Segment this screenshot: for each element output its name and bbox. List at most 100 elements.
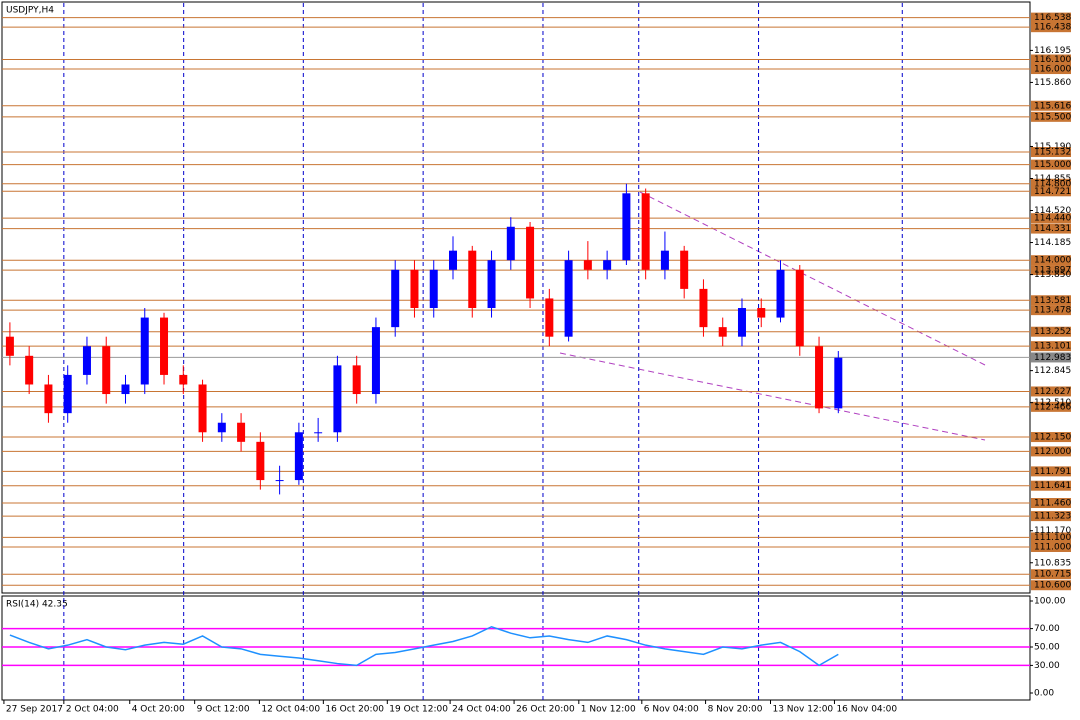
candle-body	[217, 422, 226, 433]
level-label-box	[1031, 498, 1071, 509]
level-label-box	[1031, 159, 1071, 170]
level-label: 111.460	[1034, 499, 1071, 509]
level-label-box	[1031, 341, 1071, 352]
candle-body	[160, 317, 169, 375]
level-label: 111.000	[1034, 542, 1071, 552]
level-label: 114.000	[1034, 256, 1071, 266]
candle-body	[776, 269, 785, 318]
level-label: 114.800	[1034, 179, 1071, 189]
candle-body	[25, 355, 34, 385]
y-tick-label: 111.170	[1034, 526, 1071, 536]
candle-body	[449, 250, 458, 270]
level-label-box	[1031, 305, 1071, 316]
candle-body	[352, 365, 361, 395]
main-frame	[1, 1, 1031, 594]
y-tick-label: 112.845	[1034, 366, 1071, 376]
y-tick-label: 30.00	[1034, 661, 1060, 671]
level-label: 115.500	[1034, 112, 1071, 122]
current-price-label: 112.983	[1034, 353, 1071, 363]
candle-body	[63, 374, 72, 414]
level-label: 110.715	[1034, 570, 1071, 580]
level-label-box	[1031, 213, 1071, 224]
candle-body	[641, 193, 650, 270]
y-tick-label: 114.855	[1034, 174, 1071, 184]
level-label: 111.100	[1034, 533, 1071, 543]
candle-body	[256, 441, 265, 481]
level-label-box	[1031, 480, 1071, 491]
level-label: 113.478	[1034, 306, 1071, 316]
level-label: 114.331	[1034, 224, 1071, 234]
level-label: 112.150	[1034, 433, 1071, 443]
level-label: 111.641	[1034, 481, 1071, 491]
candle-body	[699, 288, 708, 328]
candle-body	[815, 346, 824, 409]
trend-line	[639, 191, 986, 366]
level-label: 112.627	[1034, 387, 1071, 397]
candle-body	[179, 374, 188, 385]
candle-body	[545, 298, 554, 337]
level-label: 116.100	[1034, 55, 1071, 65]
level-label-box	[1031, 580, 1071, 591]
y-tick-label: 50.00	[1034, 643, 1060, 653]
x-tick-label: 24 Oct 04:00	[452, 705, 511, 715]
level-label-box	[1031, 541, 1071, 552]
x-tick-label: 6 Nov 04:00	[644, 705, 699, 715]
y-tick-label: 113.850	[1034, 270, 1071, 280]
candle-body	[506, 226, 515, 261]
x-tick-label: 27 Sep 2017	[6, 705, 63, 715]
level-label-box	[1031, 12, 1071, 23]
level-label: 116.438	[1034, 23, 1071, 33]
candle-body	[680, 250, 689, 289]
level-label: 112.466	[1034, 402, 1071, 412]
x-tick-label: 19 Oct 12:00	[389, 705, 448, 715]
x-tick-label: 16 Oct 20:00	[325, 705, 384, 715]
y-tick-label: 100.00	[1034, 597, 1066, 607]
x-tick-label: 9 Oct 12:00	[197, 705, 250, 715]
candle-body	[757, 308, 766, 318]
x-tick-label: 26 Oct 20:00	[516, 705, 575, 715]
level-label-box	[1031, 64, 1071, 75]
candle-body	[795, 269, 804, 347]
y-tick-label: 114.185	[1034, 238, 1071, 248]
y-tick-label: 116.195	[1034, 46, 1071, 56]
candle-body	[294, 432, 303, 481]
level-label: 113.581	[1034, 296, 1071, 306]
candle-body	[198, 384, 207, 433]
level-label: 114.440	[1034, 214, 1071, 224]
level-label-box	[1031, 255, 1071, 266]
candle-body	[102, 346, 111, 395]
level-label-box	[1031, 511, 1071, 522]
level-label: 111.791	[1034, 467, 1071, 477]
level-label-box	[1031, 295, 1071, 306]
candle-body	[82, 346, 91, 375]
level-label-box	[1031, 386, 1071, 397]
level-label: 111.323	[1034, 512, 1071, 522]
x-tick-label: 1 Nov 12:00	[581, 705, 636, 715]
candle-body	[622, 193, 631, 261]
x-tick-label: 13 Nov 12:00	[772, 705, 833, 715]
level-label-box	[1031, 532, 1071, 543]
level-label: 110.600	[1034, 581, 1071, 591]
y-tick-label: 70.00	[1034, 624, 1060, 634]
level-label: 112.000	[1034, 447, 1071, 457]
candle-body	[583, 260, 592, 270]
symbol-title: USDJPY,H4	[6, 6, 54, 16]
x-tick-label: 12 Oct 04:00	[261, 705, 320, 715]
candle-body	[121, 384, 130, 395]
candle-body	[44, 384, 53, 414]
x-tick-label: 8 Nov 20:00	[708, 705, 763, 715]
y-tick-label: 115.860	[1034, 78, 1071, 88]
candle-body	[333, 365, 342, 433]
y-tick-label: 114.520	[1034, 206, 1071, 216]
y-tick-label: 112.510	[1034, 398, 1071, 408]
rsi-frame	[1, 595, 1031, 701]
candle-body	[275, 480, 284, 482]
rsi-title: RSI(14) 42.35	[6, 600, 68, 610]
level-label: 115.132	[1034, 148, 1071, 158]
candle-body	[660, 250, 669, 270]
level-label-box	[1031, 466, 1071, 477]
x-tick-label: 16 Nov 04:00	[836, 705, 897, 715]
